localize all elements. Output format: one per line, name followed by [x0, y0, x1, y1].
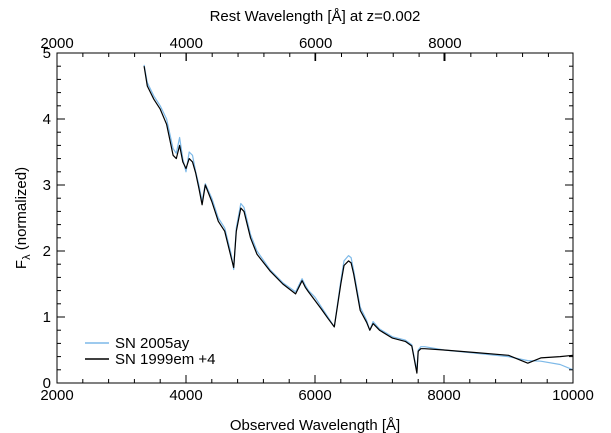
- y-axis-title: Fλ (normalized): [13, 167, 33, 269]
- y-axis-title-subscript: λ: [21, 254, 33, 260]
- x-tick-label: 8000: [427, 387, 460, 404]
- top-x-tick-label: 4000: [170, 35, 203, 52]
- plot-frame: [56, 52, 574, 384]
- top-x-tick-label: 6000: [299, 35, 332, 52]
- series-group: [143, 64, 574, 374]
- series-line-1: [143, 66, 574, 374]
- y-tick-label: 4: [43, 111, 51, 128]
- y-tick-label: 0: [43, 375, 51, 392]
- series-line-0: [143, 64, 574, 372]
- y-tick-label: 2: [43, 243, 51, 260]
- x-tick-label: 6000: [298, 387, 331, 404]
- y-tick-label: 3: [43, 177, 51, 194]
- legend-label-0: SN 2005ay: [115, 335, 190, 352]
- top-x-tick-label: 8000: [428, 35, 461, 52]
- y-axis-title-rest: (normalized): [13, 167, 30, 255]
- y-tick-label: 1: [43, 309, 51, 326]
- legend-label-1: SN 1999em +4: [115, 351, 215, 368]
- top-axis-title: Rest Wavelength [Å] at z=0.002: [210, 8, 421, 25]
- top-x-tick-label: 2000: [40, 35, 73, 52]
- y-axis-title-main: F: [13, 260, 30, 269]
- ticks-group: 2000 4000 6000 8000 10000 2000 4000 6000 8000 0 1 2…: [40, 35, 594, 404]
- y-tick-label: 5: [43, 45, 51, 62]
- x-tick-label: 2000: [40, 387, 73, 404]
- x-axis-title: Observed Wavelength [Å]: [230, 417, 400, 433]
- x-tick-label: 10000: [552, 387, 594, 404]
- x-tick-label: 4000: [169, 387, 202, 404]
